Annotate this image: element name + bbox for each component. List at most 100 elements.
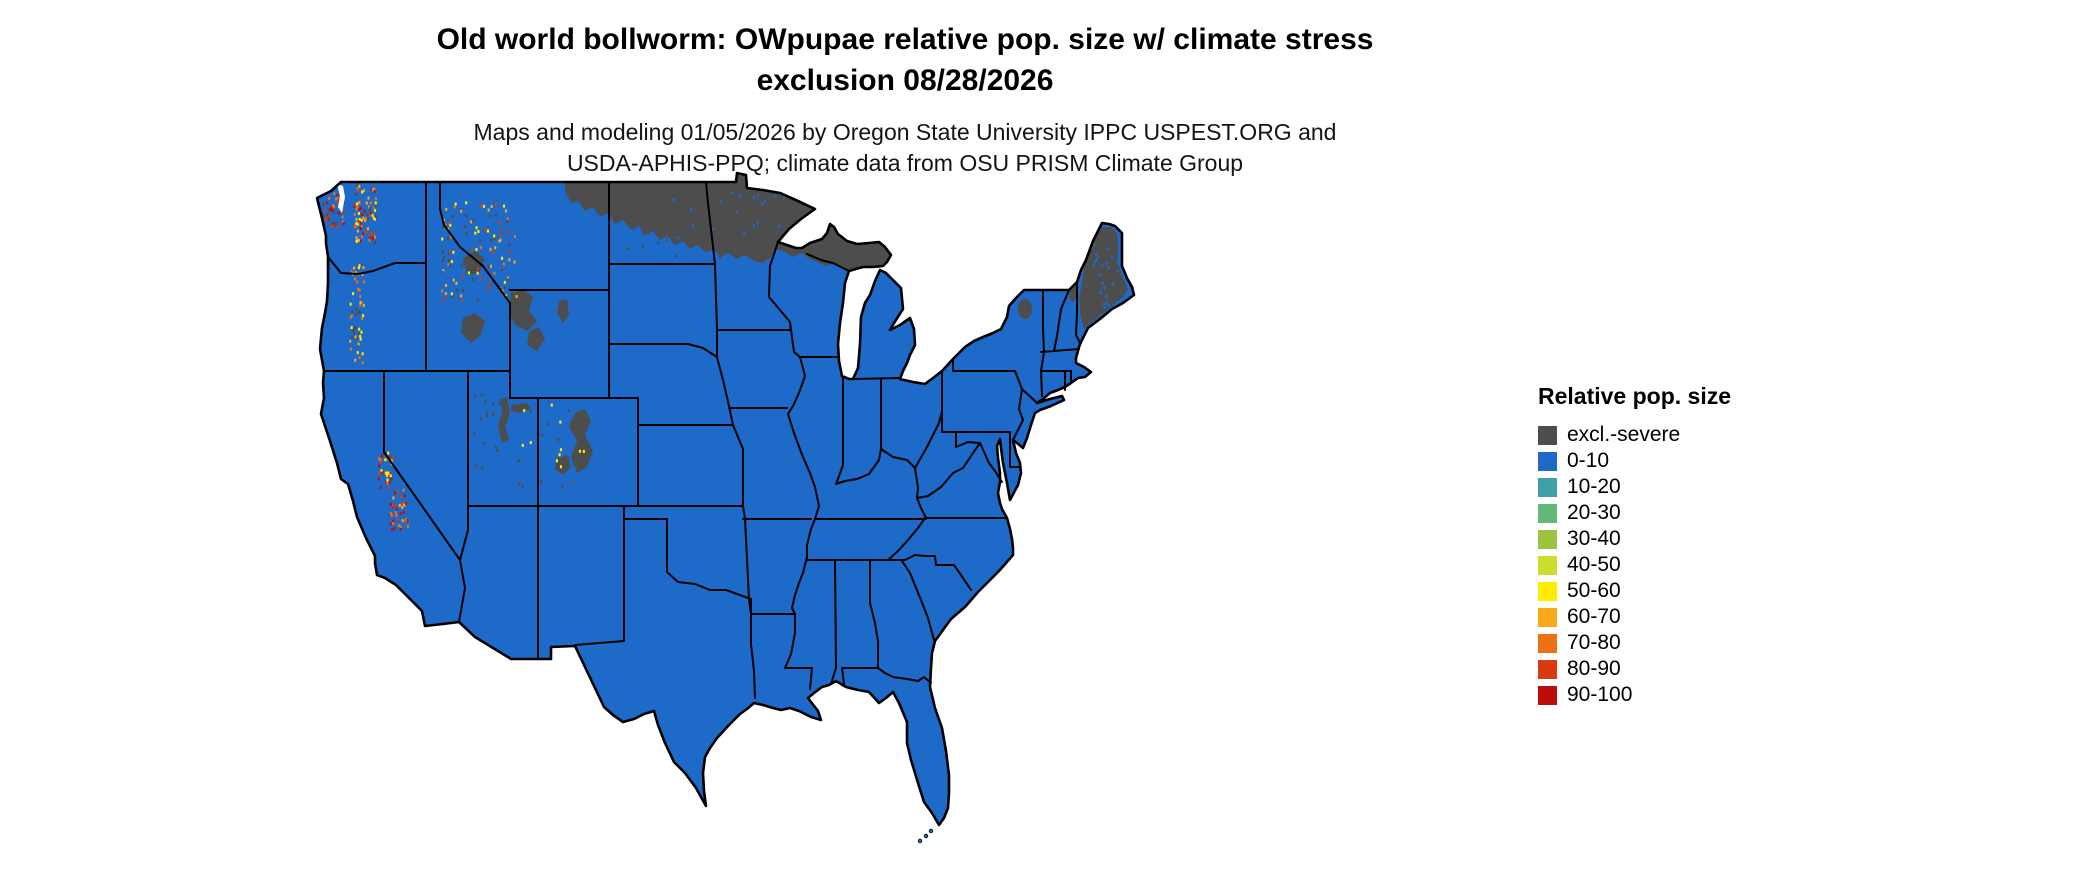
- speckle-dot: [332, 205, 335, 209]
- speckle-dot: [357, 222, 360, 226]
- speckle-dot: [393, 491, 396, 495]
- speckle-dot: [508, 258, 511, 262]
- speckle-dot: [403, 494, 406, 498]
- speckle-dot: [360, 263, 363, 267]
- speckle-dot: [361, 352, 364, 356]
- speckle-dot: [398, 503, 401, 507]
- speckle-dot: [369, 201, 372, 205]
- speckle-dot: [1098, 273, 1101, 277]
- speckle-dot: [718, 255, 721, 259]
- legend-label: 0-10: [1567, 449, 1610, 472]
- speckle-dot: [503, 280, 506, 284]
- speckle-dot: [390, 513, 393, 517]
- speckle-dot: [508, 250, 511, 254]
- speckle-dot: [488, 282, 491, 286]
- speckle-dot: [789, 211, 792, 215]
- speckle-dot: [445, 207, 448, 211]
- speckle-dot: [373, 190, 376, 194]
- speckle-dot: [368, 206, 371, 210]
- speckle-dot: [389, 502, 392, 506]
- speckle-dot: [353, 277, 356, 281]
- speckle-dot: [752, 196, 755, 199]
- legend-swatch: [1538, 555, 1557, 575]
- legend-title: Relative pop. size: [1538, 383, 1732, 409]
- legend-item: 10-20: [1538, 474, 1731, 500]
- speckle-dot: [351, 310, 354, 314]
- subtitle-line1: Maps and modeling 01/05/2026 by Oregon S…: [473, 119, 1337, 145]
- speckle-dot: [691, 224, 694, 228]
- speckle-dot: [361, 317, 364, 321]
- speckle-dot: [759, 253, 762, 257]
- speckle-dot: [448, 259, 451, 262]
- legend-swatch: [1538, 685, 1557, 705]
- severe-region-north: [565, 173, 891, 271]
- legend-swatch: [1538, 633, 1557, 653]
- legend-label: 80-90: [1567, 657, 1621, 680]
- speckle-dot: [507, 230, 510, 234]
- speckle-dot: [373, 217, 376, 221]
- speckle-dot: [374, 215, 377, 219]
- speckle-dot: [387, 451, 390, 455]
- speckle-dot: [355, 236, 358, 240]
- speckle-dot: [352, 292, 355, 296]
- legend-item: 90-100: [1538, 682, 1731, 708]
- speckle-dot: [358, 356, 361, 360]
- speckle-dot: [460, 294, 463, 298]
- speckle-dot: [455, 281, 458, 285]
- speckle-dot: [405, 518, 408, 522]
- speckle-dot: [363, 280, 366, 284]
- speckle-dot: [472, 278, 475, 282]
- speckle-dot: [1102, 302, 1105, 306]
- subtitle-line2: USDA-APHIS-PPQ; climate data from OSU PR…: [566, 150, 1244, 177]
- speckle-dot: [688, 210, 691, 214]
- speckle-dot: [349, 315, 352, 319]
- speckle-dot: [373, 205, 376, 209]
- speckle-dot: [498, 401, 501, 405]
- speckle-dot: [374, 205, 377, 209]
- speckle-dot: [396, 518, 399, 522]
- speckle-dot: [486, 411, 489, 415]
- speckle-dot: [326, 212, 329, 216]
- speckle-dot: [327, 217, 330, 220]
- speckle-dot: [358, 264, 361, 267]
- speckle-dot: [571, 422, 574, 426]
- speckle-dot: [392, 519, 395, 523]
- legend-item: 30-40: [1538, 526, 1731, 552]
- speckle-dot: [357, 342, 360, 346]
- speckle-dot: [334, 224, 337, 228]
- speckle-dot: [447, 236, 450, 240]
- speckle-dot: [1101, 264, 1104, 268]
- speckle-dot: [636, 213, 639, 217]
- speckle-dot: [677, 236, 680, 240]
- speckle-dot: [518, 459, 521, 463]
- speckle-dot: [1116, 269, 1119, 273]
- legend-item: 40-50: [1538, 552, 1731, 578]
- speckle-dot: [482, 204, 485, 208]
- speckle-dot: [354, 307, 357, 311]
- speckle-dot: [559, 448, 562, 452]
- speckle-dot: [1116, 301, 1119, 305]
- speckle-dot: [397, 524, 400, 528]
- speckle-dot: [442, 250, 445, 254]
- speckle-dot: [404, 521, 407, 525]
- speckle-dot: [493, 271, 496, 275]
- speckle-dot: [448, 250, 451, 254]
- speckle-dot: [487, 208, 490, 212]
- speckle-dot: [357, 287, 360, 291]
- speckle-dot: [374, 208, 377, 212]
- speckle-dot: [351, 335, 354, 339]
- speckle-dot: [1093, 260, 1096, 264]
- speckle-dot: [513, 235, 516, 238]
- severe-region-windriver: [527, 327, 545, 351]
- legend-swatch: [1538, 425, 1557, 445]
- legend-swatch: [1538, 477, 1557, 497]
- speckle-dot: [337, 211, 340, 215]
- severe-region-adirondacks: [1018, 299, 1032, 319]
- speckle-dot: [495, 213, 498, 217]
- speckle-dot: [361, 272, 364, 276]
- speckle-dot: [353, 204, 356, 208]
- speckle-dot: [358, 220, 361, 224]
- speckle-dot: [362, 189, 365, 193]
- speckle-dot: [359, 227, 362, 231]
